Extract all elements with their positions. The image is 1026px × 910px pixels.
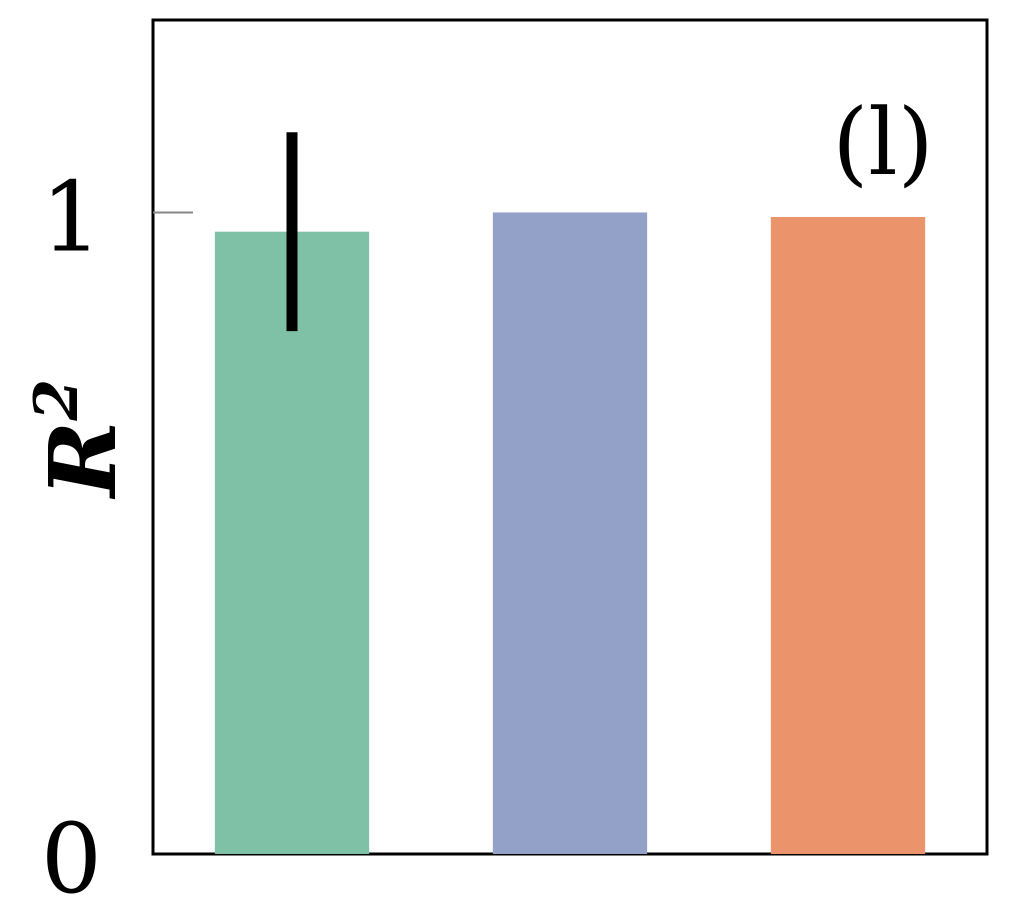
y-axis-label-superscript: 2 xyxy=(22,379,92,422)
bar-1 xyxy=(214,231,370,854)
panel-label: (l) xyxy=(832,89,933,196)
y-tick-label-2: 1 xyxy=(41,161,102,273)
y-axis-label-base: R xyxy=(29,421,137,500)
bar-2 xyxy=(492,212,648,854)
y-ticks-layer: 01 xyxy=(41,161,193,910)
bar-3 xyxy=(770,216,926,855)
y-tick-label-1: 0 xyxy=(41,803,102,910)
bars-layer xyxy=(214,212,926,855)
y-axis-label: R2 xyxy=(22,379,137,500)
